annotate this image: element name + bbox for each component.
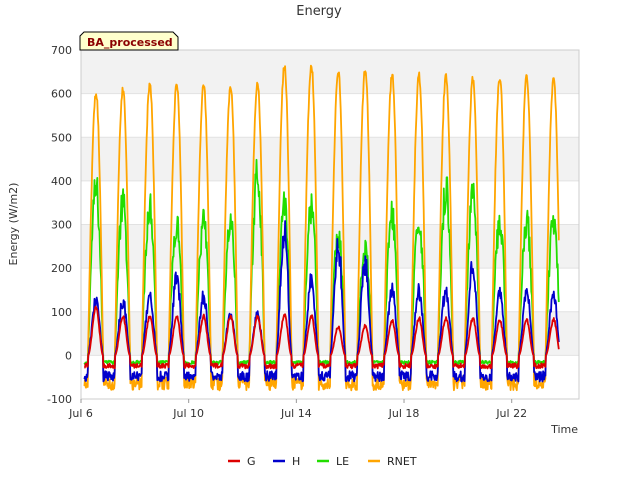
y-tick-label: 0 — [65, 349, 72, 362]
y-tick-label: 300 — [51, 219, 72, 232]
legend-label: LE — [336, 455, 349, 468]
y-tick-labels: -100 0 100 200 300 400 500 600 700 — [47, 44, 72, 406]
x-tick-labels: Jul 6 Jul 10 Jul 14 Jul 18 Jul 22 — [68, 399, 527, 420]
badge-label: BA_processed — [87, 36, 173, 49]
legend-label: RNET — [387, 455, 417, 468]
x-tick-label: Jul 18 — [388, 407, 420, 420]
legend-item-le: LE — [317, 455, 349, 468]
y-tick-label: -100 — [47, 393, 72, 406]
legend-item-g: G — [228, 455, 256, 468]
y-tick-label: 400 — [51, 175, 72, 188]
legend: G H LE RNET — [228, 455, 417, 468]
legend-item-h: H — [273, 455, 300, 468]
y-axis-title: Energy (W/m2) — [7, 183, 20, 266]
series-lines — [83, 64, 560, 392]
x-tick-label: Jul 14 — [280, 407, 312, 420]
y-tick-label: 600 — [51, 88, 72, 101]
y-tick-label: 500 — [51, 131, 72, 144]
x-axis-title: Time — [550, 423, 578, 436]
y-tick-label: 100 — [51, 306, 72, 319]
legend-label: G — [247, 455, 256, 468]
x-tick-label: Jul 22 — [495, 407, 527, 420]
legend-item-rnet: RNET — [368, 455, 417, 468]
plot-border — [80, 49, 580, 400]
y-tick-label: 200 — [51, 262, 72, 275]
x-tick-label: Jul 6 — [68, 407, 93, 420]
processing-badge: BA_processed — [79, 31, 179, 51]
plot-band — [81, 50, 579, 94]
y-tick-label: 700 — [51, 44, 72, 57]
legend-label: H — [292, 455, 300, 468]
series-line-g — [84, 305, 560, 370]
x-tick-label: Jul 10 — [172, 407, 204, 420]
chart-title: Energy — [296, 4, 342, 19]
